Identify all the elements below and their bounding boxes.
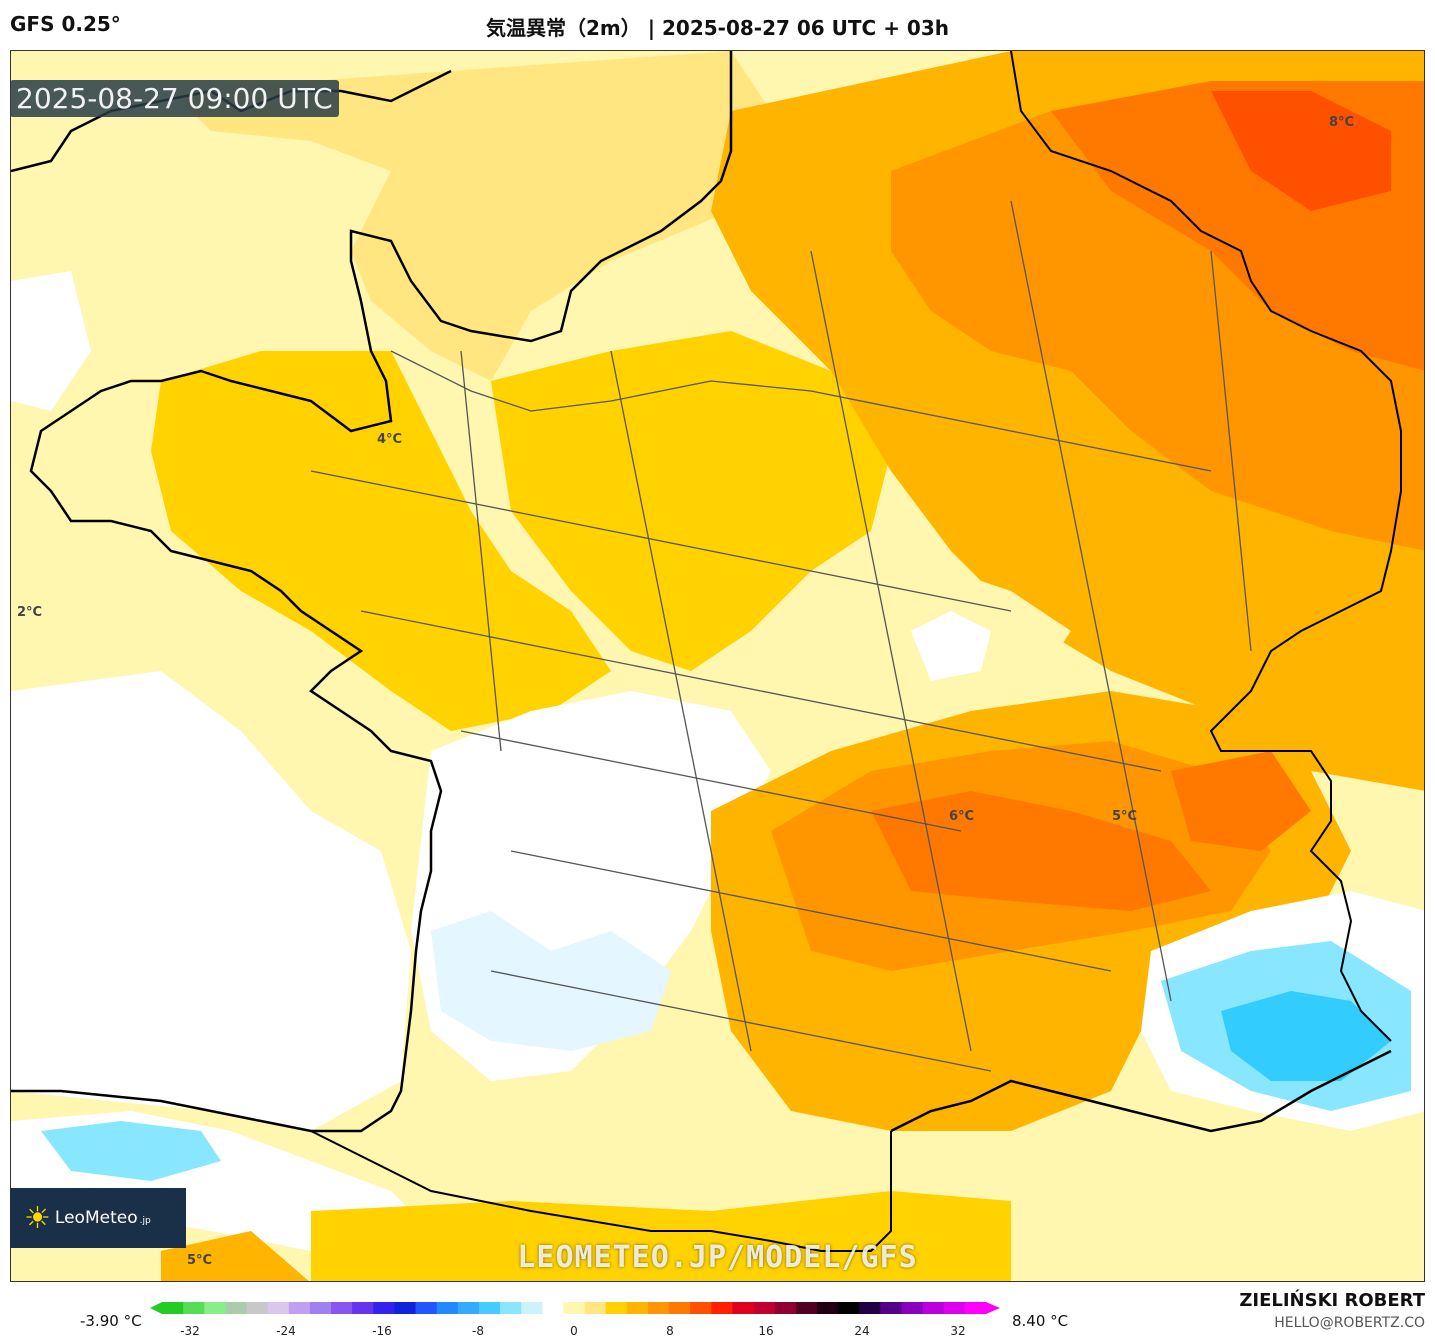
contour-label-2c: 2°C: [17, 605, 43, 620]
field-yellow-west: [151, 351, 611, 731]
logo-suffix: .jp: [139, 1216, 151, 1226]
colorbar-swatch: [901, 1302, 924, 1314]
colorbar-swatch: [352, 1302, 374, 1314]
colorbar-swatch: [183, 1302, 205, 1314]
colorbar-swatch: [478, 1302, 501, 1314]
field-lightblue-pyrenees: [41, 1121, 221, 1181]
colorbar-tick-label: 8: [666, 1324, 674, 1338]
field-yellow-north: [171, 51, 771, 381]
colorbar-swatch: [288, 1302, 311, 1314]
colorbar-swatch: [795, 1302, 818, 1314]
colorbar-swatch: [605, 1302, 628, 1314]
colorbar-swatch: [373, 1302, 395, 1314]
colorbar-swatch: [753, 1302, 776, 1314]
colorbar-swatch: [732, 1302, 755, 1314]
field-blue-alps: [1221, 991, 1391, 1081]
field-red-se: [871, 791, 1211, 911]
contour-label-6c: 6°C: [949, 809, 975, 824]
colorbar-swatch: [542, 1302, 564, 1314]
colorbar-tick-label: 16: [758, 1324, 774, 1338]
colorbar-swatch: [964, 1302, 987, 1314]
watermark-url: LEOMETEO.JP/MODEL/GFS: [517, 1240, 918, 1275]
colorbar-swatch: [669, 1302, 691, 1314]
colorbar-swatch: [647, 1302, 670, 1314]
field-atlantic-white-2: [11, 271, 91, 411]
sun-icon: ☀: [24, 1200, 51, 1236]
colorbar-swatch: [225, 1302, 248, 1314]
colorbar-swatch: [690, 1302, 712, 1314]
field-orange-iberia: [161, 1231, 309, 1281]
field-red-ne-core: [1211, 91, 1391, 211]
colorbar-swatch: [816, 1302, 839, 1314]
colorbar-swatch: [331, 1302, 353, 1314]
colorbar-tick-label: 24: [854, 1324, 870, 1338]
colorbar-swatch: [922, 1302, 945, 1314]
colorbar-tick-label: -24: [276, 1324, 296, 1338]
national-border: [310, 51, 1402, 1252]
field-yellow-iberia: [311, 1191, 1011, 1281]
logo-text: LeoMeteo: [54, 1208, 138, 1228]
anomaly-map: 8°C 4°C 2°C 6°C 5°C 5°C: [10, 50, 1425, 1282]
field-red-se-2: [1171, 751, 1311, 851]
field-white-interior: [911, 611, 991, 681]
model-name: GFS 0.25°: [10, 12, 121, 36]
field-lightblue-south: [431, 911, 671, 1051]
colorbar-swatch: [584, 1302, 607, 1314]
colorbar-swatch: [436, 1302, 459, 1314]
map-title: 気温異常（2m） | 2025-08-27 06 UTC + 03h: [486, 16, 949, 40]
contour-label-4c: 4°C: [377, 432, 403, 447]
colorbar-tick-label: -32: [180, 1324, 200, 1338]
colorbar-swatch: [880, 1302, 902, 1314]
colorbar-swatch: [521, 1302, 543, 1314]
colorbar-min-value: -3.90 °C: [80, 1312, 142, 1330]
valid-time-stamp: 2025-08-27 09:00 UTC: [10, 80, 339, 117]
field-yellow-center: [491, 331, 891, 671]
colorbar-swatch: [415, 1302, 438, 1314]
colorbar-min-arrow: [150, 1302, 162, 1314]
colorbar-tick-label: 0: [570, 1324, 578, 1338]
colorbar-tick-label: -8: [472, 1324, 484, 1338]
colorbar-max-arrow: [986, 1302, 1000, 1314]
colorbar-swatch: [309, 1302, 332, 1314]
field-atlantic-white: [11, 671, 411, 1131]
colorbar-swatch: [500, 1302, 522, 1314]
regional-boundaries: [310, 200, 1252, 1072]
colorbar-swatch: [204, 1302, 226, 1314]
colorbar-swatch: [711, 1302, 733, 1314]
colorbar-swatch: [394, 1302, 417, 1314]
contour-label-5c-se: 5°C: [1112, 809, 1138, 824]
contour-label-5c-sw: 5°C: [187, 1253, 213, 1268]
colorbar-swatch: [267, 1302, 290, 1314]
colorbar: [150, 1302, 1000, 1314]
colorbar-swatch: [563, 1302, 586, 1314]
anomaly-field: [11, 51, 1424, 1281]
colorbar-tick-label: 32: [950, 1324, 966, 1338]
colorbar-swatch: [457, 1302, 480, 1314]
colorbar-swatch: [859, 1302, 881, 1314]
colorbar-swatch: [838, 1302, 860, 1314]
author-email: HELLO@ROBERTZ.CO: [1274, 1315, 1425, 1331]
leometeo-logo: ☀ LeoMeteo .jp: [10, 1188, 186, 1248]
colorbar-max-value: 8.40 °C: [1012, 1312, 1069, 1330]
colorbar-swatch: [774, 1302, 797, 1314]
colorbar-tick-label: -16: [372, 1324, 392, 1338]
contour-label-8c: 8°C: [1329, 115, 1355, 130]
author-name: ZIELIŃSKI ROBERT: [1239, 1290, 1425, 1311]
colorbar-swatch: [626, 1302, 649, 1314]
colorbar-swatch: [246, 1302, 269, 1314]
colorbar-swatch: [162, 1302, 184, 1314]
colorbar-swatch: [943, 1302, 966, 1314]
